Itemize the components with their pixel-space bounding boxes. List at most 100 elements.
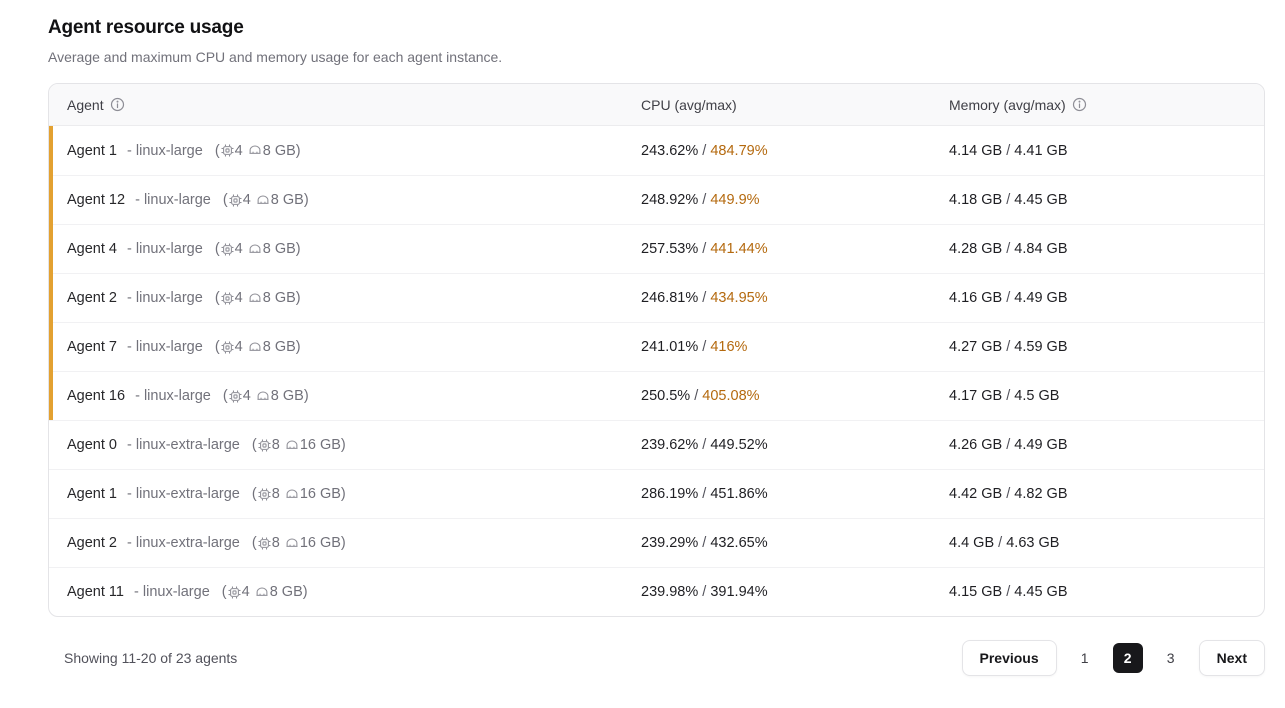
value-separator: /	[1002, 290, 1015, 306]
memory-avg-value: 4.14 GB	[949, 142, 1003, 159]
cpu-cell: 248.92% / 449.9%	[623, 192, 931, 208]
agent-specs: ( 8 16 GB )	[252, 535, 346, 551]
memory-max-value: 4.41 GB	[1014, 142, 1068, 159]
ram-size: 8 GB	[262, 241, 296, 257]
agent-specs: ( 4 8 GB )	[222, 584, 308, 600]
specs-open-paren: (	[251, 486, 257, 502]
agent-instance-type: - linux-extra-large	[127, 535, 240, 551]
memory-max-value: 4.49 GB	[1014, 437, 1068, 453]
ram-icon	[286, 538, 298, 547]
ram-size: 16 GB	[299, 486, 341, 502]
table-row: Agent 1 - linux-large ( 4	[49, 126, 1264, 175]
cpu-max-value: 441.44%	[710, 241, 768, 257]
cpu-count: 8	[271, 437, 280, 453]
specs-open-paren: (	[214, 241, 220, 257]
cpu-chip-icon	[229, 389, 242, 403]
agent-info-icon[interactable]	[110, 97, 125, 112]
ram-icon	[249, 342, 261, 351]
ram-icon	[249, 244, 261, 253]
specs-open-paren: (	[251, 437, 257, 453]
cpu-max-value: 432.65%	[710, 535, 768, 551]
memory-cell: 4.17 GB / 4.5 GB	[931, 388, 1264, 404]
cpu-count: 4	[234, 290, 243, 306]
agent-cell: Agent 2 - linux-extra-large ( 8	[49, 535, 623, 551]
agent-name: Agent 0	[67, 437, 117, 453]
agent-specs: ( 8 16 GB )	[252, 437, 346, 453]
agent-name: Agent 2	[67, 535, 117, 551]
cpu-avg-value: 257.53%	[641, 241, 699, 257]
agent-specs: ( 4 8 GB )	[215, 290, 301, 306]
value-separator: /	[698, 535, 711, 551]
agent-specs: ( 4 8 GB )	[215, 143, 301, 159]
agent-cell: Agent 4 - linux-large ( 4	[49, 241, 623, 257]
cpu-max-value: 416%	[710, 339, 748, 355]
agent-cell: Agent 1 - linux-extra-large ( 8	[49, 486, 623, 502]
value-separator: /	[698, 437, 711, 453]
cpu-chip-icon	[228, 585, 241, 599]
specs-open-paren: (	[222, 192, 228, 208]
agent-cell: Agent 16 - linux-large ( 4	[49, 388, 623, 404]
ram-icon	[249, 293, 261, 302]
memory-cell: 4.27 GB / 4.59 GB	[931, 339, 1264, 355]
memory-max-value: 4.63 GB	[1006, 535, 1060, 551]
cpu-cell: 239.62% / 449.52%	[623, 437, 931, 453]
value-separator: /	[698, 486, 711, 502]
cpu-avg-value: 246.81%	[641, 290, 699, 306]
page-number-2[interactable]: 2	[1112, 643, 1143, 673]
value-separator: /	[1002, 192, 1015, 208]
cpu-cell: 250.5% / 405.08%	[623, 388, 931, 404]
ram-icon	[257, 391, 269, 400]
value-separator: /	[1002, 241, 1015, 257]
column-header-memory-label: Memory (avg/max)	[949, 96, 1066, 113]
specs-close-paren: )	[340, 486, 346, 502]
cpu-cell: 286.19% / 451.86%	[623, 486, 931, 502]
table-row: Agent 12 - linux-large ( 4	[49, 175, 1264, 224]
memory-cell: 4.16 GB / 4.49 GB	[931, 290, 1264, 306]
specs-open-paren: (	[214, 142, 220, 159]
agent-specs: ( 4 8 GB )	[223, 388, 309, 404]
memory-avg-value: 4.42 GB	[949, 486, 1003, 502]
memory-max-value: 4.45 GB	[1014, 584, 1068, 600]
value-separator: /	[698, 584, 711, 600]
column-header-cpu-label: CPU (avg/max)	[641, 96, 737, 113]
previous-page-button[interactable]: Previous	[961, 640, 1057, 676]
value-separator: /	[1002, 437, 1015, 453]
page-number-3[interactable]: 3	[1156, 643, 1186, 673]
agent-name: Agent 12	[67, 192, 126, 208]
cpu-cell: 243.62% / 484.79%	[623, 143, 931, 159]
agent-instance-type: - linux-large	[134, 584, 210, 600]
cpu-max-value: 405.08%	[702, 388, 760, 404]
cpu-chip-icon	[229, 193, 242, 207]
memory-info-icon[interactable]	[1072, 97, 1087, 112]
table-body: Agent 1 - linux-large ( 4	[49, 126, 1264, 616]
agent-instance-type: - linux-large	[135, 192, 211, 208]
value-separator: /	[1002, 388, 1015, 404]
value-separator: /	[1002, 339, 1015, 355]
memory-max-value: 4.5 GB	[1014, 388, 1060, 404]
cpu-avg-value: 241.01%	[641, 339, 699, 355]
cpu-count: 4	[234, 142, 243, 159]
memory-avg-value: 4.27 GB	[949, 339, 1003, 355]
specs-close-paren: )	[295, 290, 301, 306]
results-summary: Showing 11-20 of 23 agents	[64, 650, 238, 666]
cpu-avg-value: 239.62%	[641, 437, 699, 453]
column-header-agent: Agent	[49, 97, 623, 113]
value-separator: /	[994, 535, 1007, 551]
agent-cell: Agent 7 - linux-large ( 4	[49, 339, 623, 355]
table-row: Agent 2 - linux-extra-large ( 8	[49, 518, 1264, 567]
table-row: Agent 2 - linux-large ( 4	[49, 273, 1264, 322]
column-header-agent-label: Agent	[67, 96, 104, 113]
agent-name: Agent 16	[67, 388, 126, 404]
cpu-chip-icon	[221, 291, 234, 305]
cpu-avg-value: 239.29%	[641, 535, 699, 551]
page-number-1[interactable]: 1	[1070, 643, 1100, 673]
value-separator: /	[1002, 142, 1015, 159]
agent-cell: Agent 11 - linux-large ( 4	[49, 584, 623, 600]
cpu-avg-value: 250.5%	[641, 388, 691, 404]
ram-size: 8 GB	[262, 339, 296, 355]
cpu-count: 4	[242, 192, 251, 208]
agent-instance-type: - linux-large	[127, 142, 203, 159]
next-page-button[interactable]: Next	[1198, 640, 1265, 676]
